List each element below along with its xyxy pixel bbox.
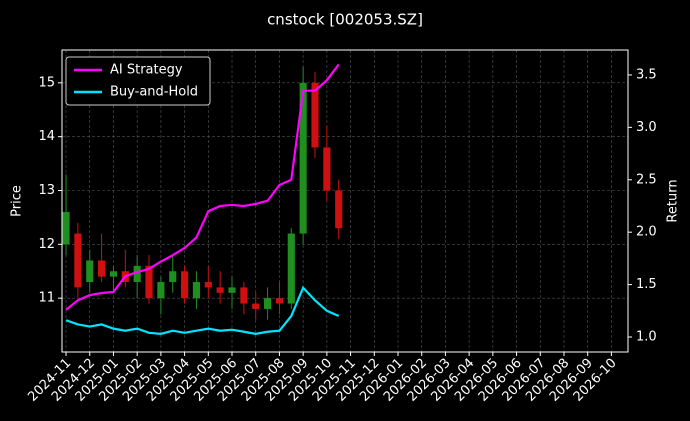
series-line <box>65 285 340 335</box>
candle-body <box>299 82 307 234</box>
candle-body <box>275 298 283 304</box>
y2-tick-label: 1.0 <box>636 330 657 345</box>
candle-body <box>145 265 153 299</box>
y2-axis-label: Return <box>666 179 681 222</box>
y-tick-label: 12 <box>38 237 55 252</box>
candle-body <box>86 260 94 283</box>
candle-body <box>204 282 212 288</box>
candle-body <box>264 298 272 309</box>
y-tick-label: 11 <box>38 291 55 306</box>
candle-body <box>240 287 248 304</box>
candle-body <box>109 271 118 277</box>
y2-tick-label: 3.5 <box>636 67 657 82</box>
candle-body <box>169 271 177 283</box>
candle-body <box>311 82 319 148</box>
legend-label: AI Strategy <box>110 63 183 78</box>
candle-body <box>252 303 260 309</box>
candle-body <box>287 233 295 304</box>
y-axis-label: Price <box>10 185 25 217</box>
candle-body <box>157 282 165 299</box>
plot-frame <box>61 49 629 353</box>
legend-label: Buy-and-Hold <box>110 85 198 100</box>
y2-tick-label: 1.5 <box>636 277 657 292</box>
candle-body <box>181 271 189 299</box>
y2-tick-label: 2.0 <box>636 225 657 240</box>
candle-body <box>62 212 70 245</box>
candle-body <box>216 287 224 293</box>
candle-body <box>335 190 343 229</box>
candle-body <box>228 287 236 293</box>
candle-body <box>192 282 201 299</box>
y-tick-label: 15 <box>38 75 55 90</box>
candle-body <box>98 260 106 277</box>
series-line <box>65 63 340 311</box>
y2-tick-label: 3.0 <box>636 120 657 135</box>
candle-body <box>323 147 331 191</box>
candle-body <box>133 265 141 283</box>
chart-title: cnstock [002053.SZ] <box>267 11 423 29</box>
candle-body <box>74 233 82 288</box>
y2-tick-label: 2.5 <box>636 172 657 187</box>
y-tick-label: 13 <box>38 183 55 198</box>
y-tick-label: 14 <box>38 129 55 144</box>
